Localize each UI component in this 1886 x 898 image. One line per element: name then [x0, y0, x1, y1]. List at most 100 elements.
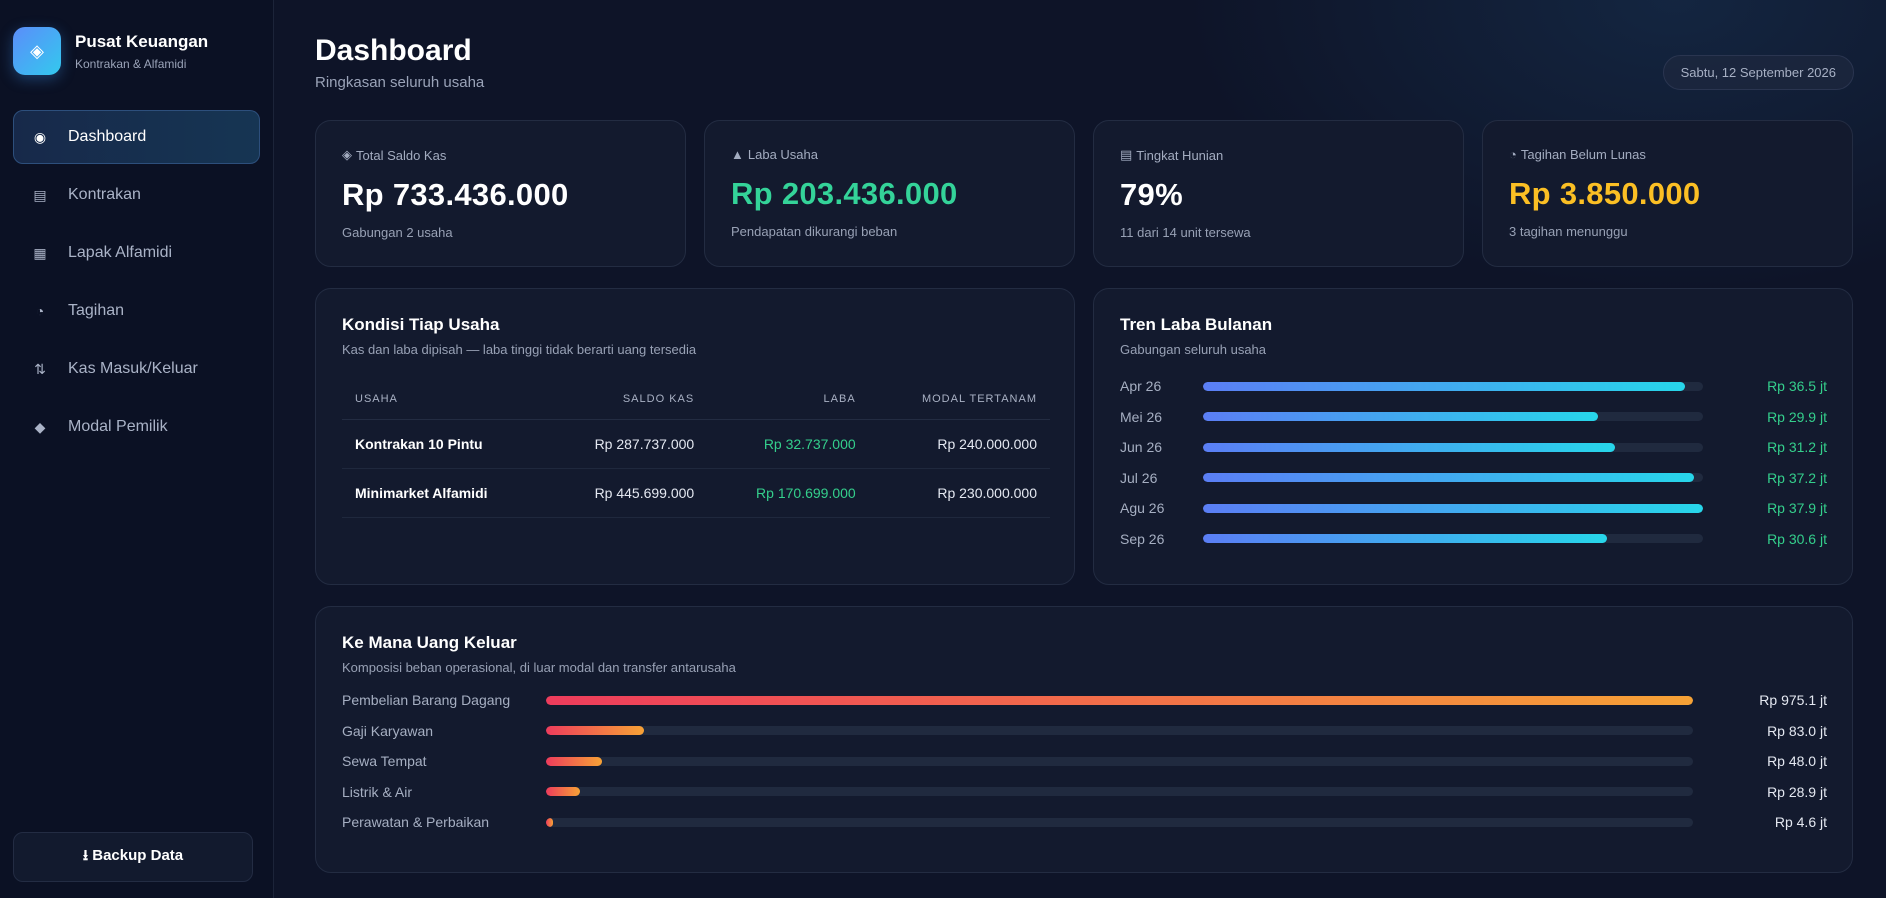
date-badge: Sabtu, 12 September 2026: [1662, 55, 1854, 90]
usaha-name: Kontrakan 10 Pintu: [342, 419, 546, 469]
modal-cell: Rp 230.000.000: [868, 468, 1050, 518]
pengeluaran-row: Gaji Karyawan Rp 83.0 jt: [342, 716, 1827, 747]
bar-value: Rp 29.9 jt: [1767, 408, 1827, 425]
bar-fill: [546, 787, 580, 797]
bar-value: Rp 36.5 jt: [1767, 378, 1827, 395]
sidebar-item-modal-pemilik[interactable]: ◆ Modal Pemilik: [13, 400, 260, 454]
kpi-value: Rp 203.436.000: [731, 176, 958, 211]
sidebar-item-label: Tagihan: [68, 302, 125, 319]
bar-track: [1203, 534, 1703, 544]
kpi-card-saldo-kas: ◈ Total Saldo Kas Rp 733.436.000 Gabunga…: [315, 120, 686, 267]
bar-value: Rp 83.0 jt: [1767, 722, 1827, 739]
month-label: Agu 26: [1120, 500, 1165, 517]
diamond-icon: ◈: [13, 27, 61, 75]
bar-fill: [546, 756, 603, 766]
bar-value: Rp 37.9 jt: [1767, 500, 1827, 517]
kpi-label: Tingkat Hunian: [1136, 147, 1224, 163]
bar-fill: [1203, 534, 1607, 544]
tren-row: Jul 26 Rp 37.2 jt: [1120, 463, 1827, 494]
bar-track: [1203, 442, 1703, 452]
kpi-card-tingkat-hunian: ▤ Tingkat Hunian 79% 11 dari 14 unit ter…: [1093, 120, 1464, 267]
sidebar-item-label: Lapak Alfamidi: [68, 244, 173, 261]
bar-track: [546, 787, 1693, 797]
month-label: Jun 26: [1120, 439, 1163, 456]
tren-bars: Apr 26 Rp 36.5 jt Mei 26 Rp 29.9 jt Jun …: [1120, 371, 1827, 554]
bar-track: [1203, 381, 1703, 391]
tren-row: Agu 26 Rp 37.9 jt: [1120, 493, 1827, 524]
column-header: LABA: [707, 379, 869, 420]
building-icon: ▤: [33, 186, 47, 203]
sidebar-item-tagihan[interactable]: ◔ Tagihan: [13, 284, 260, 338]
radio-dot-icon: ◉: [33, 128, 47, 145]
bar-track: [546, 756, 1693, 766]
sidebar-item-kas-masuk-keluar[interactable]: ⇅ Kas Masuk/Keluar: [13, 342, 260, 396]
sidebar-item-label: Dashboard: [68, 128, 147, 145]
pie-icon: ◔: [35, 303, 45, 319]
brand-subtitle: Kontrakan & Alfamidi: [75, 56, 187, 71]
store-icon: ▦: [33, 244, 47, 261]
main-content: Dashboard Ringkasan seluruh usaha Sabtu,…: [274, 0, 1886, 898]
saldo-kas-cell: Rp 287.737.000: [545, 419, 708, 469]
sidebar-item-dashboard[interactable]: ◉ Dashboard: [13, 110, 260, 164]
building-icon: ▤: [1120, 147, 1133, 162]
kpi-label: Laba Usaha: [747, 147, 818, 162]
kpi-description: 11 dari 14 unit tersewa: [1120, 225, 1251, 240]
sidebar-item-lapak-alfamidi[interactable]: ▦ Lapak Alfamidi: [13, 226, 260, 280]
category-label: Sewa Tempat: [342, 753, 427, 770]
card-subtitle: Komposisi beban operasional, di luar mod…: [342, 660, 736, 675]
backup-data-button[interactable]: ⭳ Backup Data: [13, 832, 253, 882]
kpi-card-laba-usaha: ▲ Laba Usaha Rp 203.436.000 Pendapatan d…: [704, 120, 1075, 267]
bar-fill: [1203, 442, 1615, 452]
tren-row: Sep 26 Rp 30.6 jt: [1120, 524, 1827, 555]
laba-cell: Rp 32.737.000: [707, 419, 869, 469]
sidebar-nav: ◉ Dashboard ▤ Kontrakan ▦ Lapak Alfamidi…: [13, 110, 260, 454]
kpi-label: Tagihan Belum Lunas: [1520, 147, 1646, 162]
kpi-value: Rp 3.850.000: [1509, 176, 1701, 211]
bar-value: Rp 37.2 jt: [1767, 469, 1827, 486]
category-label: Pembelian Barang Dagang: [342, 692, 511, 709]
modal-cell: Rp 240.000.000: [868, 419, 1050, 469]
bar-fill: [1203, 412, 1598, 422]
kpi-value: Rp 733.436.000: [342, 177, 569, 212]
pie-icon: ◔: [1509, 147, 1517, 162]
usaha-name: Minimarket Alfamidi: [342, 468, 546, 518]
category-label: Gaji Karyawan: [342, 722, 434, 739]
sidebar: ◈ Pusat Keuangan Kontrakan & Alfamidi ◉ …: [0, 0, 274, 898]
page-title: Dashboard: [315, 34, 472, 67]
sidebar-item-kontrakan[interactable]: ▤ Kontrakan: [13, 168, 260, 222]
month-label: Jul 26: [1120, 469, 1158, 486]
kpi-description: Gabungan 2 usaha: [342, 225, 453, 240]
tren-laba-card: Tren Laba Bulanan Gabungan seluruh usaha…: [1093, 288, 1853, 585]
sidebar-item-label: Kas Masuk/Keluar: [68, 360, 198, 377]
transfer-arrows-icon: ⇅: [34, 360, 46, 377]
kpi-label: Total Saldo Kas: [356, 147, 447, 163]
bar-value: Rp 30.6 jt: [1767, 530, 1827, 547]
kpi-description: Pendapatan dikurangi beban: [731, 224, 898, 239]
page-subtitle: Ringkasan seluruh usaha: [315, 74, 485, 91]
bar-fill: [1203, 381, 1685, 391]
month-label: Mei 26: [1120, 408, 1163, 425]
pengeluaran-card: Ke Mana Uang Keluar Komposisi beban oper…: [315, 606, 1853, 873]
kpi-card-tagihan: ◔ Tagihan Belum Lunas Rp 3.850.000 3 tag…: [1482, 120, 1853, 267]
bar-value: Rp 28.9 jt: [1767, 783, 1827, 800]
card-title: Kondisi Tiap Usaha: [342, 315, 500, 334]
column-header: USAHA: [342, 379, 546, 420]
sidebar-item-label: Kontrakan: [68, 186, 141, 203]
bar-value: Rp 4.6 jt: [1774, 814, 1827, 831]
bar-fill: [1203, 473, 1694, 483]
table-row: Minimarket Alfamidi Rp 445.699.000 Rp 17…: [342, 468, 1050, 518]
column-header: MODAL TERTANAM: [868, 379, 1050, 420]
month-label: Apr 26: [1120, 378, 1162, 395]
bar-fill: [546, 817, 553, 827]
table-header-row: USAHA SALDO KAS LABA MODAL TERTANAM: [342, 379, 1050, 420]
card-title: Tren Laba Bulanan: [1120, 315, 1273, 334]
laba-cell: Rp 170.699.000: [707, 468, 869, 518]
bar-track: [546, 726, 1693, 736]
pengeluaran-row: Perawatan & Perbaikan Rp 4.6 jt: [342, 807, 1827, 838]
bar-value: Rp 975.1 jt: [1759, 692, 1827, 709]
table-row: Kontrakan 10 Pintu Rp 287.737.000 Rp 32.…: [342, 419, 1050, 469]
bar-value: Rp 48.0 jt: [1767, 753, 1827, 770]
bar-fill: [1203, 503, 1703, 513]
sidebar-item-label: Modal Pemilik: [68, 418, 168, 435]
triangle-up-icon: ▲: [731, 147, 744, 162]
